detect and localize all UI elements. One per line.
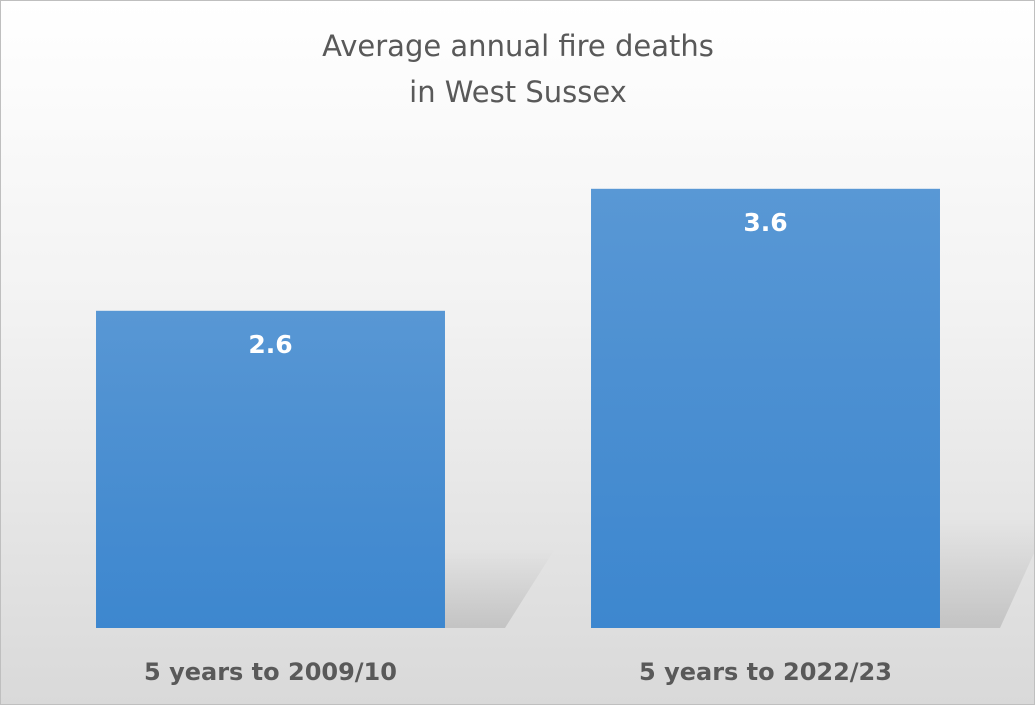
bar bbox=[96, 310, 445, 628]
x-tick-label: 5 years to 2022/23 bbox=[639, 658, 892, 686]
bar bbox=[591, 188, 940, 629]
data-label: 2.6 bbox=[248, 330, 292, 359]
chart-title: Average annual fire deaths in West Susse… bbox=[322, 29, 714, 109]
data-label: 3.6 bbox=[743, 208, 787, 237]
bar-shadow bbox=[444, 548, 555, 628]
x-tick-label: 5 years to 2009/10 bbox=[144, 658, 397, 686]
bar-shadow bbox=[939, 518, 1034, 628]
